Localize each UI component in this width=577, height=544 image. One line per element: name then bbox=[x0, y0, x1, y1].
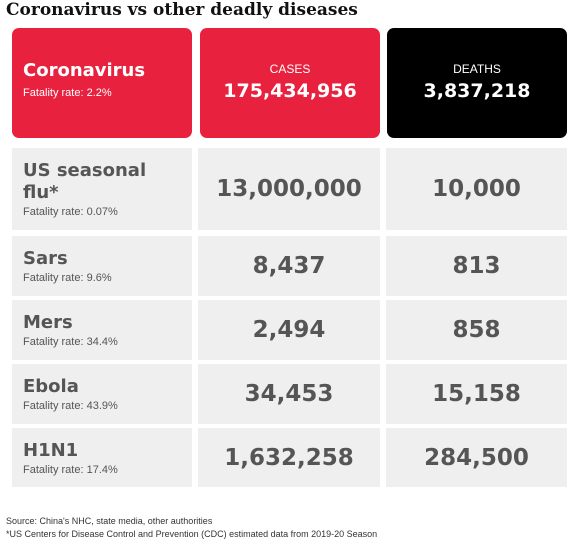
row-label-cell: Mers Fatality rate: 34.4% bbox=[12, 300, 192, 360]
featured-deaths: 3,837,218 bbox=[423, 80, 531, 102]
featured-cases: 175,434,956 bbox=[223, 80, 357, 102]
deaths-cell: 15,158 bbox=[386, 364, 567, 424]
cases-cell: 8,437 bbox=[198, 236, 380, 296]
featured-fatality: Fatality rate: 2.2% bbox=[23, 87, 112, 99]
cases-value: 8,437 bbox=[252, 253, 326, 279]
cases-value: 1,632,258 bbox=[224, 444, 354, 471]
deaths-label: DEATHS bbox=[453, 62, 501, 76]
fatality-rate: Fatality rate: 43.9% bbox=[23, 400, 118, 412]
disease-name: US seasonal flu* bbox=[23, 160, 147, 203]
row-label-cell: US seasonal flu* Fatality rate: 0.07% bbox=[12, 148, 192, 230]
cases-value: 34,453 bbox=[244, 381, 334, 407]
deaths-cell: 10,000 bbox=[386, 148, 567, 230]
deaths-value: 284,500 bbox=[424, 444, 529, 471]
source: Source: China's NHC, state media, other … bbox=[6, 516, 213, 526]
deaths-cell: 284,500 bbox=[386, 428, 567, 487]
cases-label: CASES bbox=[269, 62, 311, 76]
cases-cell: 34,453 bbox=[198, 364, 380, 424]
deaths-value: 10,000 bbox=[432, 176, 521, 202]
disease-name: H1N1 bbox=[23, 440, 79, 461]
row-label-cell: H1N1 Fatality rate: 17.4% bbox=[12, 428, 192, 487]
disease-name: Mers bbox=[23, 312, 73, 333]
row-label-cell: Ebola Fatality rate: 43.9% bbox=[12, 364, 192, 424]
cases-value: 2,494 bbox=[252, 317, 326, 343]
fatality-rate: Fatality rate: 34.4% bbox=[23, 336, 118, 348]
deaths-value: 15,158 bbox=[432, 381, 521, 407]
deaths-value: 858 bbox=[452, 317, 501, 343]
cases-value: 13,000,000 bbox=[216, 176, 362, 202]
disease-name: Ebola bbox=[23, 376, 79, 397]
cases-cell: 1,632,258 bbox=[198, 428, 380, 487]
featured-name-box: Coronavirus Fatality rate: 2.2% bbox=[12, 28, 192, 138]
title: Coronavirus vs other deadly diseases bbox=[6, 0, 358, 20]
deaths-cell: 813 bbox=[386, 236, 567, 296]
fatality-rate: Fatality rate: 17.4% bbox=[23, 464, 118, 476]
featured-cases-box: CASES 175,434,956 bbox=[200, 28, 380, 138]
deaths-cell: 858 bbox=[386, 300, 567, 360]
cases-cell: 13,000,000 bbox=[198, 148, 380, 230]
row-label-cell: Sars Fatality rate: 9.6% bbox=[12, 236, 192, 296]
disease-name: Sars bbox=[23, 248, 68, 269]
featured-deaths-box: DEATHS 3,837,218 bbox=[387, 28, 567, 138]
footnote: *US Centers for Disease Control and Prev… bbox=[6, 529, 378, 539]
featured-name: Coronavirus bbox=[23, 60, 146, 81]
deaths-value: 813 bbox=[452, 253, 501, 279]
fatality-rate: Fatality rate: 0.07% bbox=[23, 206, 118, 218]
fatality-rate: Fatality rate: 9.6% bbox=[23, 272, 112, 284]
cases-cell: 2,494 bbox=[198, 300, 380, 360]
